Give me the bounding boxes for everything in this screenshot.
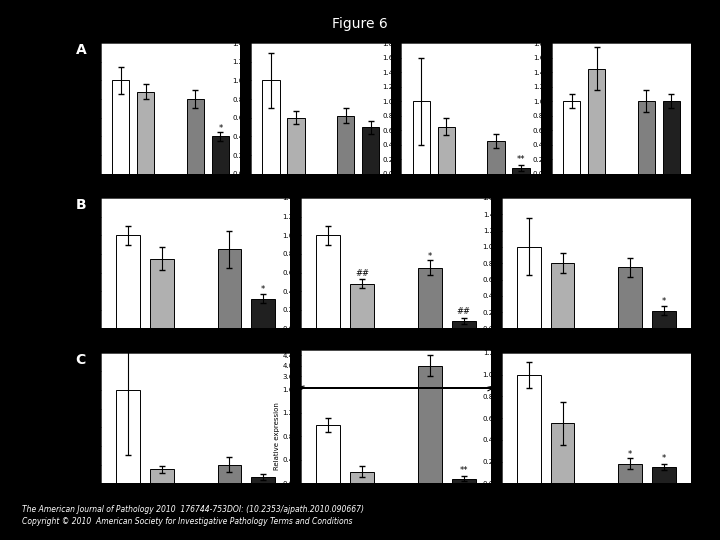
Text: KO: KO	[442, 504, 451, 510]
Text: WT: WT	[278, 202, 289, 208]
Text: KC: KC	[643, 512, 652, 518]
Text: ##: ##	[456, 307, 471, 316]
Bar	[150, 469, 174, 483]
Text: KO: KO	[242, 512, 251, 518]
Bar	[316, 444, 340, 470]
Text: Figure 6: Figure 6	[332, 17, 388, 31]
Bar	[316, 424, 340, 483]
Text: KO: KO	[203, 202, 212, 208]
Title: SREBP2: SREBP2	[143, 30, 198, 43]
Bar	[217, 249, 241, 328]
Text: WT: WT	[340, 504, 351, 510]
Bar	[337, 116, 354, 174]
Text: KO: KO	[504, 202, 513, 208]
Bar	[638, 101, 655, 174]
Bar	[137, 92, 154, 174]
Title: ABCG8: ABCG8	[372, 185, 420, 198]
Bar	[351, 284, 374, 328]
Bar	[512, 168, 530, 174]
Bar	[652, 467, 676, 483]
Text: *: *	[662, 454, 666, 463]
Y-axis label: Relative expression: Relative expression	[73, 230, 79, 297]
Bar	[112, 80, 130, 174]
Text: WT: WT	[428, 202, 439, 208]
Text: ##: ##	[355, 269, 369, 278]
Text: WT: WT	[540, 357, 552, 363]
Title: LDLR: LDLR	[578, 185, 614, 198]
Text: WT: WT	[127, 202, 139, 208]
Bar	[551, 263, 575, 328]
Title: ABCG5: ABCG5	[172, 185, 219, 198]
Text: Copyright © 2010  American Society for Investigative Pathology Terms and Conditi: Copyright © 2010 American Society for In…	[22, 517, 352, 526]
Bar	[551, 423, 575, 483]
Bar	[287, 118, 305, 174]
Bar	[186, 99, 204, 174]
Bar	[517, 247, 541, 328]
Bar	[262, 80, 280, 174]
Text: *: *	[261, 285, 266, 294]
Text: WT: WT	[340, 357, 351, 363]
Text: WT: WT	[139, 512, 150, 518]
Bar	[452, 478, 476, 483]
Bar	[362, 127, 379, 174]
Bar	[150, 259, 174, 328]
Title: Cyp7A1: Cyp7A1	[169, 340, 222, 353]
Bar	[652, 310, 676, 328]
Text: **: **	[517, 154, 525, 164]
Title: LXR: LXR	[307, 30, 335, 43]
Bar	[452, 321, 476, 328]
Bar	[517, 375, 541, 483]
Bar	[212, 137, 229, 174]
Bar	[413, 101, 430, 174]
Bar	[418, 366, 441, 470]
Bar	[116, 235, 140, 328]
Text: KD: KD	[354, 202, 363, 208]
Bar	[563, 101, 580, 174]
Title: HMGCR: HMGCR	[445, 30, 497, 43]
Y-axis label: Relative expression: Relative expression	[73, 75, 79, 143]
Text: KO: KO	[242, 357, 251, 363]
Bar	[351, 471, 374, 483]
Bar	[662, 101, 680, 174]
Bar	[316, 235, 340, 328]
Y-axis label: Relative expression: Relative expression	[274, 402, 279, 470]
Text: *: *	[428, 252, 432, 261]
Bar	[618, 464, 642, 483]
Text: **: **	[459, 466, 468, 475]
Bar	[438, 126, 455, 174]
Text: WT: WT	[139, 357, 150, 363]
Text: *: *	[628, 450, 632, 460]
Bar	[418, 248, 441, 483]
Title: Cyp27: Cyp27	[575, 340, 618, 353]
Text: B: B	[76, 198, 86, 212]
Bar	[217, 464, 241, 483]
Text: *: *	[662, 298, 666, 307]
Text: The American Journal of Pathology 2010  176744-753DOI: (10.2353/ajpath.2010.0906: The American Journal of Pathology 2010 1…	[22, 505, 364, 514]
Bar	[351, 465, 374, 470]
Bar	[251, 477, 275, 483]
Text: WT: WT	[579, 202, 590, 208]
Bar	[251, 299, 275, 328]
Text: KC: KC	[654, 202, 663, 208]
Bar	[116, 390, 140, 483]
Text: KC: KC	[643, 357, 652, 363]
Y-axis label: Relative expression: Relative expression	[73, 384, 79, 452]
Bar	[588, 69, 606, 174]
Bar	[618, 267, 642, 328]
Text: *: *	[218, 124, 222, 133]
Title: FDFT: FDFT	[603, 30, 639, 43]
Text: WT: WT	[540, 512, 552, 518]
Bar	[452, 468, 476, 470]
Bar	[487, 141, 505, 174]
Text: C: C	[76, 353, 86, 367]
Bar	[418, 268, 441, 328]
Title: Cyp8b1: Cyp8b1	[370, 337, 422, 350]
Text: A: A	[76, 43, 86, 57]
Text: KD: KD	[442, 357, 451, 363]
